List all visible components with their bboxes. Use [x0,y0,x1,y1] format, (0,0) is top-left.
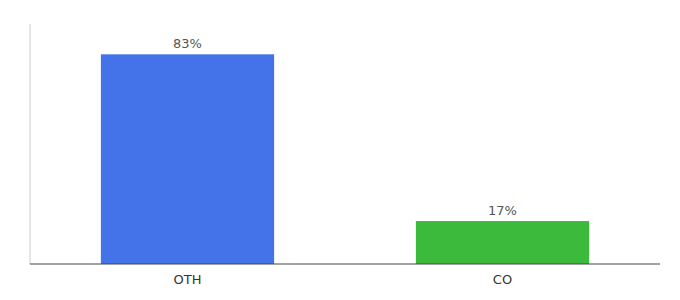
y-axis-line [30,24,31,264]
data-label: 17% [488,203,517,218]
data-label: 83% [173,36,202,51]
chart-container: 83% 17% OTH CO [0,0,680,300]
bar [101,54,274,264]
x-tick-label: OTH [174,272,202,287]
chart-svg: 83% 17% OTH CO [0,0,680,300]
x-axis-line [30,264,660,265]
bars [101,54,589,264]
bar [416,221,589,264]
x-tick-label: CO [493,272,512,287]
